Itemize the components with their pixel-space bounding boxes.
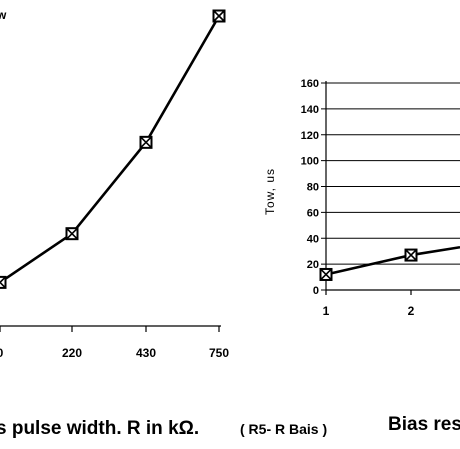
right-point-0-cross-b bbox=[319, 268, 333, 281]
right-chart-y-axis-label: Tow, us bbox=[263, 167, 277, 215]
right-point-1 bbox=[404, 248, 418, 262]
right-y-tick-label-1: 20 bbox=[307, 259, 319, 271]
right-y-tick-label-8: 160 bbox=[301, 78, 319, 90]
left-chart: 0 220 430 750 bbox=[0, 9, 229, 360]
left-point-2-cross-b bbox=[139, 136, 153, 149]
left-point-0-box bbox=[0, 275, 7, 289]
left-point-2 bbox=[139, 135, 153, 149]
right-point-0 bbox=[319, 267, 333, 281]
right-y-tick-label-5: 100 bbox=[301, 156, 319, 168]
left-point-0-cross-b bbox=[0, 276, 7, 284]
left-x-tick-label-2: 430 bbox=[136, 346, 156, 360]
right-y-tick-label-4: 80 bbox=[307, 182, 319, 194]
right-x-tick-label-0: 1 bbox=[323, 304, 330, 318]
left-point-3 bbox=[212, 9, 226, 23]
left-point-1 bbox=[65, 227, 79, 241]
left-figure-caption-note: ( R5- R Bais ) bbox=[240, 421, 328, 437]
right-y-tick-label-3: 60 bbox=[307, 207, 319, 219]
right-x-tick-label-1: 2 bbox=[408, 304, 415, 318]
right-y-tick-label-2: 40 bbox=[307, 233, 319, 245]
right-y-tick-label-6: 120 bbox=[301, 130, 319, 142]
right-figure-caption: Bias res bbox=[388, 414, 460, 435]
left-point-0-cross-a bbox=[0, 281, 7, 289]
left-point-3-cross-b bbox=[212, 9, 226, 23]
left-series-line bbox=[0, 15, 221, 284]
right-chart: 0 20 40 60 80 100 120 140 160 1 2 bbox=[301, 78, 460, 318]
left-x-tick-label-0: 0 bbox=[0, 346, 4, 360]
right-series-line bbox=[325, 245, 460, 276]
right-y-tick-label-7: 140 bbox=[301, 104, 319, 116]
right-point-1-cross-b bbox=[404, 249, 418, 262]
left-x-tick-label-1: 220 bbox=[62, 346, 82, 360]
right-y-tick-label-0: 0 bbox=[313, 285, 319, 297]
left-figure-caption: s pulse width. R in kΩ. bbox=[0, 418, 200, 439]
left-point-1-cross-b bbox=[65, 227, 79, 240]
left-point-0 bbox=[0, 275, 7, 289]
left-x-tick-label-3: 750 bbox=[209, 346, 229, 360]
corner-label-fragment: w bbox=[0, 8, 7, 22]
